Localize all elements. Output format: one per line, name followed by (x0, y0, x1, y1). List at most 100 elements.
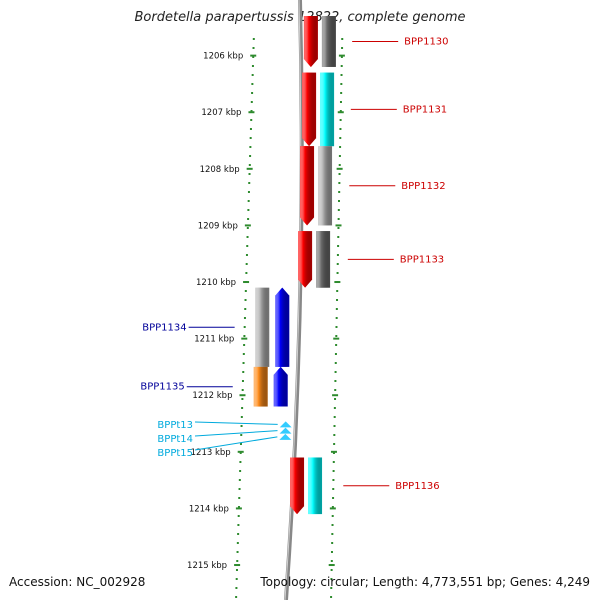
axis-dot (251, 92, 254, 94)
axis-dot (332, 461, 335, 463)
axis-dot (250, 119, 253, 121)
axis-dot (337, 245, 340, 247)
axis-dot (335, 344, 338, 346)
axis-dot (237, 533, 240, 535)
axis-dot (340, 56, 343, 58)
gene-label: BPP1132 (401, 181, 445, 192)
genome-backbone-highlight (284, 0, 302, 600)
axis-dot (245, 263, 248, 265)
axis-dot (336, 272, 339, 274)
axis-dot (330, 578, 333, 580)
tick-label: 1206 kbp (203, 52, 243, 62)
axis-dot (238, 497, 241, 499)
axis-dot (337, 227, 340, 229)
axis-dot (235, 578, 238, 580)
tick-label: 1215 kbp (187, 561, 227, 571)
axis-dot (338, 182, 341, 184)
axis-dot (330, 560, 333, 562)
axis-dot (243, 326, 246, 328)
axis-dot (239, 461, 242, 463)
gene-label: BPP1131 (403, 104, 447, 115)
axis-dot (335, 308, 338, 310)
axis-dot (244, 308, 247, 310)
axis-dot (332, 488, 335, 490)
axis-dot (240, 434, 243, 436)
gene-arrow-shade (273, 366, 288, 407)
trna-gene-mark (279, 427, 292, 434)
axis-dot (334, 371, 337, 373)
axis-dot (334, 353, 337, 355)
axis-dot (340, 74, 343, 76)
axis-dot (330, 596, 333, 598)
tick-label: 1214 kbp (189, 504, 229, 514)
axis-dot (337, 236, 340, 238)
axis-dot (246, 227, 249, 229)
axis-dot (330, 587, 333, 589)
axis-dot (251, 65, 254, 67)
gene-label: BPPt15 (157, 448, 193, 459)
axis-dot (241, 407, 244, 409)
axis-dot (251, 83, 254, 85)
label-leader-line (194, 436, 278, 451)
axis-dot (235, 596, 238, 598)
axis-dot (247, 191, 250, 193)
axis-dot (334, 389, 337, 391)
gene-label: BPP1135 (140, 382, 184, 393)
axis-dot (242, 371, 245, 373)
axis-dot (236, 560, 239, 562)
axis-dot (244, 290, 247, 292)
tick-label: 1212 kbp (192, 391, 232, 401)
axis-dot (331, 524, 334, 526)
axis-dot (248, 164, 251, 166)
axis-dot (252, 47, 255, 49)
axis-dot (338, 191, 341, 193)
axis-dot (236, 542, 239, 544)
axis-dot (336, 263, 339, 265)
axis-dot (340, 65, 343, 67)
tick-label: 1208 kbp (200, 165, 240, 175)
axis-dot (333, 434, 336, 436)
axis-dot (249, 137, 252, 139)
axis-dot (338, 164, 341, 166)
axis-dot (330, 569, 333, 571)
axis-dot (247, 209, 250, 211)
tick-label: 1209 kbp (198, 221, 238, 231)
gene-label: BPPt14 (157, 434, 193, 445)
axis-dot (338, 173, 341, 175)
axis-dot (250, 101, 253, 103)
label-leader-line (194, 430, 278, 437)
axis-dot (243, 317, 246, 319)
axis-dot (238, 479, 241, 481)
axis-dot (238, 488, 241, 490)
axis-dot (240, 416, 243, 418)
tick-label: 1210 kbp (196, 278, 236, 288)
accession-text: Accession: NC_002928 (9, 575, 146, 589)
gene-label: BPP1136 (395, 481, 439, 492)
axis-dot (335, 317, 338, 319)
axis-dot (239, 470, 242, 472)
axis-dot (245, 272, 248, 274)
cog-block-shade (253, 366, 268, 407)
label-leader-line (194, 421, 278, 425)
axis-dot (331, 506, 334, 508)
trna-gene-mark (279, 433, 292, 440)
gene-label: BPPt13 (157, 420, 193, 431)
axis-dot (252, 56, 255, 58)
axis-dot (338, 200, 340, 202)
axis-dot (335, 326, 338, 328)
axis-dot (242, 353, 245, 355)
axis-dot (250, 110, 253, 112)
axis-dot (239, 443, 242, 445)
axis-dot (237, 506, 240, 508)
trna-gene-mark (279, 421, 292, 428)
cog-block-shade (321, 16, 336, 67)
axis-dot (249, 128, 252, 130)
tick-label: 1213 kbp (191, 448, 231, 458)
gene-arrow-shade (302, 72, 317, 147)
axis-dot (247, 200, 250, 202)
axis-dot (243, 344, 246, 346)
gene-arrow-shade (290, 457, 305, 515)
axis-dot (333, 407, 336, 409)
